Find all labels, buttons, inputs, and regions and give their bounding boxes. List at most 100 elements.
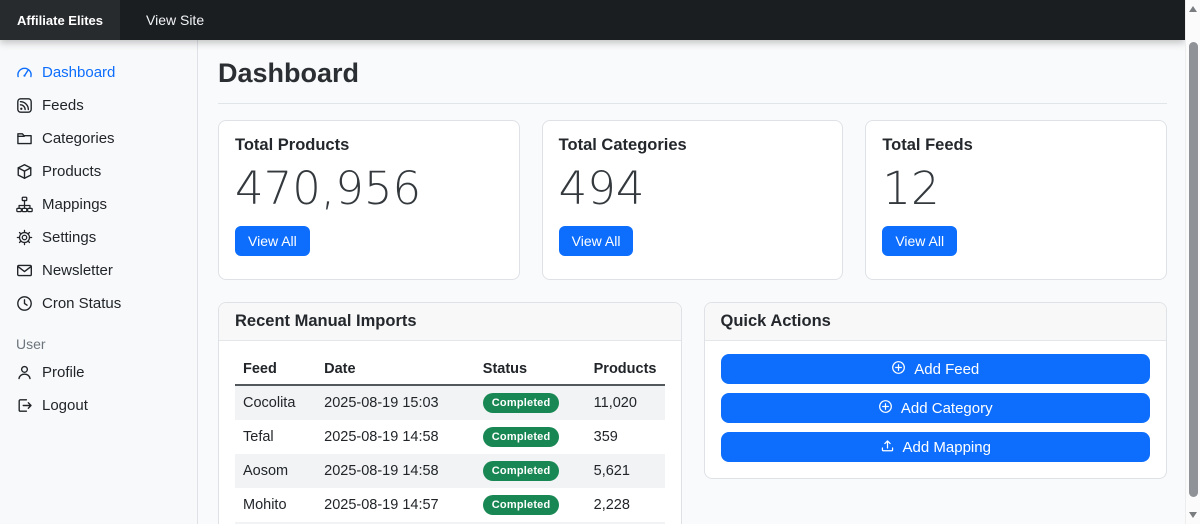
add-mapping-button[interactable]: Add Mapping <box>721 432 1151 462</box>
sidebar-item-label: Products <box>42 163 101 180</box>
sidebar-item-dashboard[interactable]: Dashboard <box>16 56 189 89</box>
button-label: Add Mapping <box>903 439 991 456</box>
view-all-feeds-button[interactable]: View All <box>882 226 957 256</box>
table-row: Cocolita 2025-08-19 15:03 Completed 11,0… <box>235 385 665 420</box>
cell-date: 2025-08-19 15:03 <box>316 385 475 420</box>
status-badge: Completed <box>483 495 560 515</box>
plus-circle-icon <box>878 399 893 418</box>
sidebar-item-label: Settings <box>42 229 96 246</box>
view-site-link[interactable]: View Site <box>120 0 230 40</box>
sidebar-item-cron-status[interactable]: Cron Status <box>16 287 189 320</box>
stat-value: 494 <box>559 164 827 214</box>
cell-status: Completed <box>475 385 586 420</box>
recent-imports-title: Recent Manual Imports <box>219 303 681 341</box>
sidebar-item-label: Cron Status <box>42 295 121 312</box>
sidebar-item-settings[interactable]: Settings <box>16 221 189 254</box>
cell-date: 2025-08-19 14:57 <box>316 488 475 522</box>
sidebar-section-user: User <box>16 336 189 352</box>
panels-row: Recent Manual Imports Feed Date Status P… <box>218 302 1167 524</box>
scroll-up-arrow-icon[interactable] <box>1189 6 1197 12</box>
table-row: Tefal 2025-08-19 14:58 Completed 359 <box>235 420 665 454</box>
sidebar-item-mappings[interactable]: Mappings <box>16 188 189 221</box>
table-header-row: Feed Date Status Products <box>235 354 665 385</box>
page-title: Dashboard <box>218 53 1167 104</box>
rss-icon <box>16 97 33 114</box>
status-badge: Completed <box>483 427 560 447</box>
column-header-products: Products <box>586 354 665 385</box>
stat-title: Total Categories <box>559 136 827 155</box>
speedometer-icon <box>16 64 33 81</box>
sidebar-item-feeds[interactable]: Feeds <box>16 89 189 122</box>
quick-actions-body: Add Feed Add Category <box>705 341 1167 478</box>
column-header-feed: Feed <box>235 354 316 385</box>
add-feed-button[interactable]: Add Feed <box>721 354 1151 384</box>
person-icon <box>16 364 33 381</box>
view-all-products-button[interactable]: View All <box>235 226 310 256</box>
sidebar-item-profile[interactable]: Profile <box>16 356 189 389</box>
column-header-date: Date <box>316 354 475 385</box>
main-content: Dashboard Total Products 470,956 View Al… <box>198 40 1185 524</box>
add-category-button[interactable]: Add Category <box>721 393 1151 423</box>
scroll-down-arrow-icon[interactable] <box>1189 512 1197 518</box>
button-label: Add Category <box>901 400 993 417</box>
sidebar-item-newsletter[interactable]: Newsletter <box>16 254 189 287</box>
upload-icon <box>880 438 895 457</box>
stats-row: Total Products 470,956 View All Total Ca… <box>218 120 1167 280</box>
diagram-icon <box>16 196 33 213</box>
clock-icon <box>16 295 33 312</box>
cell-feed: Aosom <box>235 454 316 488</box>
status-badge: Completed <box>483 461 560 481</box>
top-navbar: Affiliate Elites View Site <box>0 0 1185 40</box>
app-viewport: Affiliate Elites View Site Dashboard <box>0 0 1200 524</box>
cell-feed: Mohito <box>235 488 316 522</box>
scrollbar-thumb[interactable] <box>1189 42 1198 497</box>
brand-link[interactable]: Affiliate Elites <box>0 0 120 40</box>
gear-icon <box>16 229 33 246</box>
view-all-categories-button[interactable]: View All <box>559 226 634 256</box>
sidebar-item-label: Logout <box>42 397 88 414</box>
cell-status: Completed <box>475 454 586 488</box>
sidebar-item-label: Dashboard <box>42 64 115 81</box>
sidebar-item-label: Profile <box>42 364 85 381</box>
logout-icon <box>16 397 33 414</box>
stat-card-total-categories: Total Categories 494 View All <box>542 120 844 280</box>
vertical-scrollbar <box>1185 0 1200 524</box>
column-header-status: Status <box>475 354 586 385</box>
sidebar-item-label: Newsletter <box>42 262 113 279</box>
sidebar: Dashboard Feeds Catego <box>0 40 198 524</box>
stat-card-total-products: Total Products 470,956 View All <box>218 120 520 280</box>
quick-actions-title: Quick Actions <box>705 303 1167 341</box>
sidebar-item-logout[interactable]: Logout <box>16 389 189 422</box>
folder-icon <box>16 130 33 147</box>
box-icon <box>16 163 33 180</box>
envelope-icon <box>16 262 33 279</box>
stat-value: 470,956 <box>235 164 503 214</box>
cell-feed: Cocolita <box>235 385 316 420</box>
button-label: Add Feed <box>914 361 979 378</box>
stat-title: Total Products <box>235 136 503 155</box>
imports-table: Feed Date Status Products Cocolita 2025-… <box>235 354 665 524</box>
stat-card-total-feeds: Total Feeds 12 View All <box>865 120 1167 280</box>
cell-products: 359 <box>586 420 665 454</box>
stat-title: Total Feeds <box>882 136 1150 155</box>
cell-date: 2025-08-19 14:58 <box>316 454 475 488</box>
plus-circle-icon <box>891 360 906 379</box>
cell-feed: Tefal <box>235 420 316 454</box>
layout: Dashboard Feeds Catego <box>0 40 1185 524</box>
quick-actions-card: Quick Actions Add Feed <box>704 302 1168 479</box>
recent-imports-body: Feed Date Status Products Cocolita 2025-… <box>219 341 681 524</box>
sidebar-item-label: Mappings <box>42 196 107 213</box>
table-row: Mohito 2025-08-19 14:57 Completed 2,228 <box>235 488 665 522</box>
sidebar-item-products[interactable]: Products <box>16 155 189 188</box>
recent-imports-card: Recent Manual Imports Feed Date Status P… <box>218 302 682 524</box>
sidebar-item-categories[interactable]: Categories <box>16 122 189 155</box>
stat-value: 12 <box>882 164 1150 214</box>
status-badge: Completed <box>483 393 560 413</box>
sidebar-item-label: Feeds <box>42 97 84 114</box>
cell-products: 2,228 <box>586 488 665 522</box>
sidebar-item-label: Categories <box>42 130 115 147</box>
cell-products: 5,621 <box>586 454 665 488</box>
cell-status: Completed <box>475 420 586 454</box>
cell-status: Completed <box>475 488 586 522</box>
cell-products: 11,020 <box>586 385 665 420</box>
